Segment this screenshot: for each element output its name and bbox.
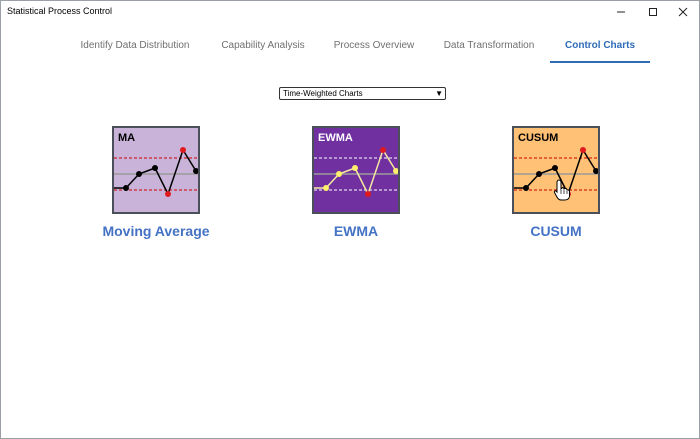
minimize-icon[interactable] xyxy=(606,1,636,23)
out-of-control-point xyxy=(380,147,386,153)
tab-process-overview[interactable]: Process Overview xyxy=(333,40,415,51)
window-title: Statistical Process Control xyxy=(7,6,113,16)
ewma-chart-icon xyxy=(314,147,398,197)
tab-identify-data-distribution[interactable]: Identify Data Distribution xyxy=(80,40,190,51)
moving-average-caption[interactable]: Moving Average xyxy=(102,223,210,239)
tab-data-transformation[interactable]: Data Transformation xyxy=(443,40,535,51)
chart-point xyxy=(352,165,358,171)
out-of-control-point xyxy=(165,191,171,197)
chart-point xyxy=(593,168,598,174)
ewma-caption[interactable]: EWMA xyxy=(333,223,379,239)
cusum-chart-icon xyxy=(514,147,598,197)
title-bar: Statistical Process Control xyxy=(1,1,699,23)
close-icon[interactable] xyxy=(668,1,698,23)
out-of-control-point xyxy=(180,147,186,153)
moving-average-chart-label: MA xyxy=(118,132,136,144)
out-of-control-point xyxy=(580,147,586,153)
chart-point xyxy=(393,168,398,174)
chart-point xyxy=(336,171,342,177)
tab-control-charts[interactable]: Control Charts xyxy=(550,33,650,63)
chevron-down-icon: ▼ xyxy=(435,89,443,98)
ewma-chart-label: EWMA xyxy=(318,132,353,144)
tab-capability-analysis[interactable]: Capability Analysis xyxy=(221,40,305,51)
chart-type-select-value: Time-Weighted Charts xyxy=(283,89,363,98)
chart-type-select[interactable]: Time-Weighted Charts ▼ xyxy=(279,87,446,100)
hand-cursor-icon xyxy=(553,179,570,201)
chart-point xyxy=(523,185,529,191)
maximize-icon[interactable] xyxy=(638,1,668,23)
moving-average-chart-icon xyxy=(114,147,198,197)
chart-point xyxy=(136,171,142,177)
chart-point xyxy=(323,185,329,191)
ewma-chart-button[interactable]: EWMA xyxy=(312,126,400,214)
chart-point xyxy=(552,165,558,171)
moving-average-chart-button[interactable]: MA xyxy=(112,126,200,214)
cusum-chart-button[interactable]: CUSUM xyxy=(512,126,600,214)
chart-point xyxy=(193,168,198,174)
chart-point xyxy=(152,165,158,171)
out-of-control-point xyxy=(365,191,371,197)
chart-point xyxy=(123,185,129,191)
cusum-chart-label: CUSUM xyxy=(518,132,559,144)
tab-bar: Identify Data Distribution Capability An… xyxy=(1,33,699,63)
chart-point xyxy=(536,171,542,177)
cusum-caption[interactable]: CUSUM xyxy=(530,223,582,239)
